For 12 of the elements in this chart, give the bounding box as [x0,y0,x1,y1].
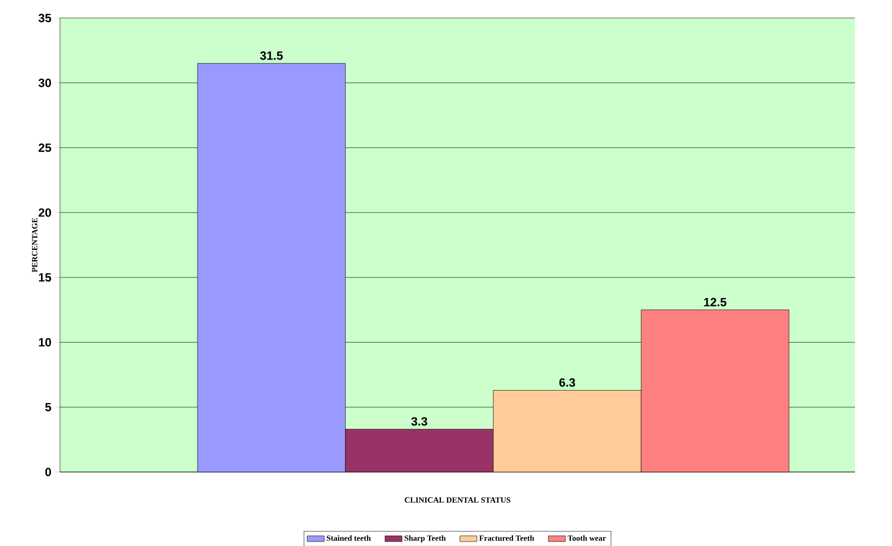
y-tick-label: 25 [38,143,52,152]
y-tick-label: 30 [38,78,52,87]
y-tick-label: 0 [45,468,52,476]
y-tick-label: 15 [38,273,52,282]
data-label: 3.3 [411,416,428,426]
y-tick-label: 20 [38,208,52,217]
y-tick-label: 5 [45,402,52,412]
data-label: 12.5 [704,298,726,306]
y-tick-label: 10 [38,338,52,346]
y-tick-label: 35 [38,14,52,22]
data-label: 6.3 [559,378,576,387]
data-label: 31.5 [260,51,283,60]
